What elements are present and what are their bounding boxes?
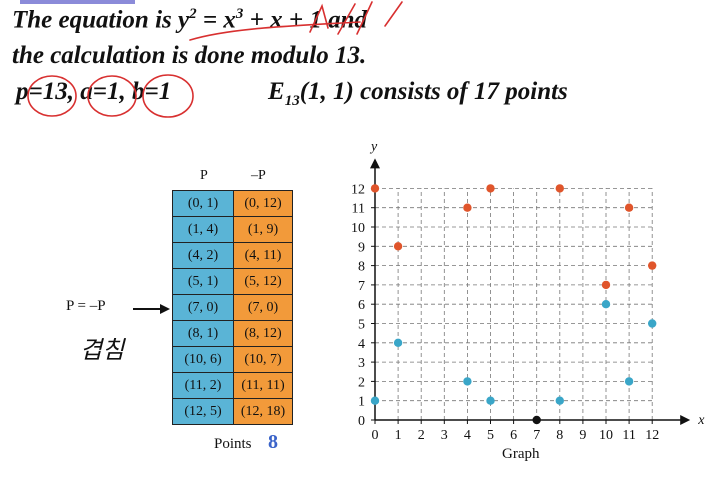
equation-line: The equation is y2 = x3 + x + 1 and: [12, 6, 368, 34]
x-tick-label: 4: [464, 428, 471, 440]
point-p-cell: (0, 1): [172, 190, 234, 217]
data-point: [393, 338, 403, 347]
table-row: (12, 5) (12, 18): [172, 398, 293, 425]
y-tick-label: 6: [358, 298, 365, 313]
x-tick-label: 5: [487, 428, 494, 440]
curve-description: E13(1, 1) consists of 17 points: [268, 78, 568, 109]
modulo-line: the calculation is done modulo 13.: [12, 42, 367, 69]
y-tick-label: 3: [358, 356, 365, 371]
data-point: [624, 377, 634, 386]
graph-caption: Graph: [502, 446, 540, 462]
x-axis-arrow-icon: [680, 415, 691, 425]
point-negp-cell: (0, 12): [233, 190, 293, 217]
table-row: (7, 0) (7, 0): [172, 294, 293, 321]
x-tick-label: 8: [556, 428, 563, 440]
x-axis-label: x: [697, 413, 705, 428]
data-point: [555, 184, 564, 193]
table-row: (4, 2) (4, 11): [172, 242, 293, 269]
data-point: [370, 184, 380, 193]
y-tick-label: 1: [358, 395, 365, 410]
data-point: [486, 396, 495, 405]
x-tick-label: 11: [622, 428, 635, 440]
point-negp-cell: (7, 0): [233, 294, 293, 321]
point-p-cell: (4, 2): [172, 242, 234, 269]
data-points: [370, 184, 657, 425]
data-point: [648, 261, 657, 270]
y-axis-arrow-icon: [370, 158, 380, 169]
column-header-negp: –P: [251, 168, 266, 183]
x-tick-label: 0: [372, 428, 379, 440]
overlap-note: 겹침: [80, 336, 125, 364]
points-label: Points: [214, 436, 252, 452]
point-negp-cell: (4, 11): [233, 242, 293, 269]
data-point: [370, 396, 380, 405]
data-point: [601, 300, 611, 309]
data-point: [648, 319, 657, 328]
title-accent-bar: [20, 0, 135, 4]
grid: [375, 188, 653, 420]
data-point: [393, 242, 403, 251]
y-tick-label: 12: [351, 182, 365, 197]
data-point: [532, 415, 541, 425]
y-tick-label: 5: [358, 318, 365, 333]
table-row: (0, 1) (0, 12): [172, 190, 293, 217]
point-p-cell: (10, 6): [172, 346, 234, 373]
data-point: [601, 280, 611, 290]
x-tick-label: 10: [599, 428, 613, 440]
y-tick-label: 7: [358, 279, 365, 294]
point-negp-cell: (5, 12): [233, 268, 293, 295]
x-tick-label: 2: [418, 428, 425, 440]
point-p-cell: (1, 4): [172, 216, 234, 243]
column-header-p: P: [200, 168, 208, 183]
data-point: [624, 203, 634, 212]
point-negp-cell: (10, 7): [233, 346, 293, 373]
axes: [370, 158, 691, 425]
parameters: p=13, a=1, b=1: [16, 78, 172, 105]
data-point: [555, 396, 564, 405]
x-tick-label: 12: [645, 428, 659, 440]
x-tick-label: 7: [533, 428, 540, 440]
table-row: (5, 1) (5, 12): [172, 268, 293, 295]
point-p-cell: (8, 1): [172, 320, 234, 347]
point-negp-cell: (8, 12): [233, 320, 293, 347]
y-tick-label: 4: [358, 337, 365, 352]
points-table: (0, 1) (0, 12) (1, 4) (1, 9) (4, 2) (4, 11) (5…: [172, 190, 293, 425]
x-tick-label: 6: [510, 428, 517, 440]
table-row: (1, 4) (1, 9): [172, 216, 293, 243]
y-tick-label: 8: [358, 260, 365, 275]
x-tick-label: 9: [579, 428, 586, 440]
point-p-cell: (11, 2): [172, 372, 234, 399]
x-tick-labels: 0 1 2 3 4 5 6 7 8 9 10 11 12: [372, 428, 660, 440]
point-negp-cell: (12, 18): [233, 398, 293, 425]
points-count: 8: [268, 431, 278, 453]
point-negp-cell: (11, 11): [233, 372, 293, 399]
x-tick-label: 1: [395, 428, 402, 440]
table-row: (8, 1) (8, 12): [172, 320, 293, 347]
point-p-cell: (12, 5): [172, 398, 234, 425]
x-tick-label: 3: [441, 428, 448, 440]
y-tick-label: 11: [352, 202, 365, 217]
data-point: [463, 203, 472, 212]
ink-check-mark-4: [384, 1, 403, 27]
table-row: (10, 6) (10, 7): [172, 346, 293, 373]
y-tick-label: 10: [351, 221, 365, 236]
table-row: (11, 2) (11, 11): [172, 372, 293, 399]
y-tick-label: 2: [358, 375, 365, 390]
point-p-cell: (7, 0): [172, 294, 234, 321]
data-point: [463, 377, 472, 386]
point-p-cell: (5, 1): [172, 268, 234, 295]
y-tick-label: 9: [358, 240, 365, 255]
point-negp-cell: (1, 9): [233, 216, 293, 243]
p-equals-negp-label: P = –P: [66, 298, 106, 314]
y-tick-label: 0: [358, 414, 365, 429]
y-axis-label: y: [369, 139, 378, 154]
data-point: [486, 184, 495, 193]
